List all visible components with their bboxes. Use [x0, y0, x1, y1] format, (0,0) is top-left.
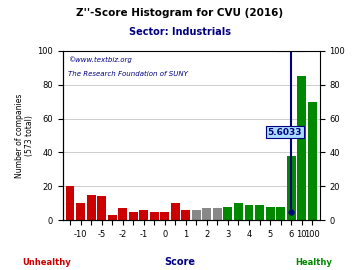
Text: Score: Score — [165, 257, 195, 267]
Bar — [297, 76, 306, 220]
Bar — [308, 102, 317, 220]
Bar — [266, 207, 275, 220]
Bar — [129, 212, 138, 220]
Text: ©www.textbiz.org: ©www.textbiz.org — [68, 56, 132, 63]
Bar — [192, 210, 201, 220]
Y-axis label: Number of companies
(573 total): Number of companies (573 total) — [15, 93, 35, 178]
Text: Unhealthy: Unhealthy — [22, 258, 71, 267]
Text: 5.6033: 5.6033 — [267, 128, 302, 137]
Bar — [66, 186, 75, 220]
Bar — [181, 210, 190, 220]
Bar — [87, 195, 95, 220]
Text: The Research Foundation of SUNY: The Research Foundation of SUNY — [68, 71, 188, 77]
Bar — [76, 203, 85, 220]
Bar — [244, 205, 253, 220]
Bar — [171, 203, 180, 220]
Bar — [202, 208, 211, 220]
Bar — [224, 207, 233, 220]
Bar — [255, 205, 264, 220]
Bar — [213, 208, 222, 220]
Bar — [108, 215, 117, 220]
Bar — [234, 203, 243, 220]
Text: Healthy: Healthy — [295, 258, 332, 267]
Bar — [97, 196, 106, 220]
Bar — [150, 212, 159, 220]
Bar — [118, 208, 127, 220]
Bar — [276, 207, 285, 220]
Bar — [160, 212, 169, 220]
Text: Z''-Score Histogram for CVU (2016): Z''-Score Histogram for CVU (2016) — [76, 8, 284, 18]
Bar — [139, 210, 148, 220]
Text: Sector: Industrials: Sector: Industrials — [129, 27, 231, 37]
Bar — [287, 156, 296, 220]
